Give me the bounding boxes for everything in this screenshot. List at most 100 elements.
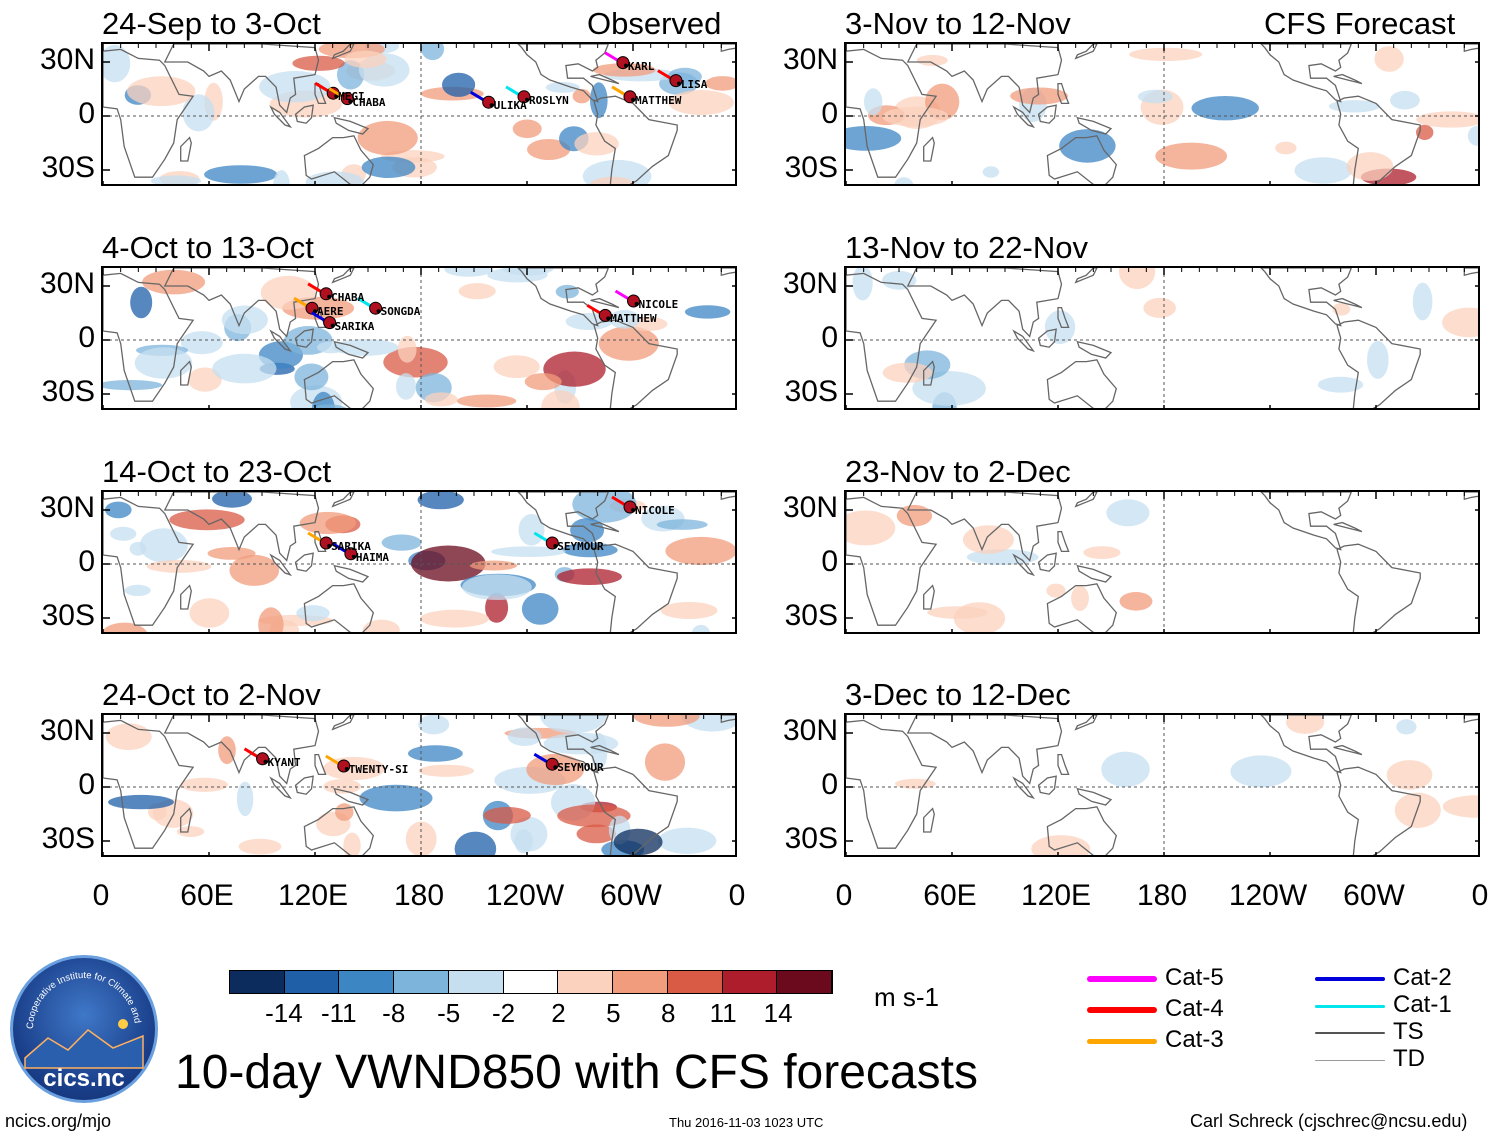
coastline bbox=[1333, 744, 1363, 756]
anomaly-contour bbox=[1129, 47, 1203, 61]
lat-label: 30S bbox=[784, 375, 838, 408]
panel-title: 13-Nov to 22-Nov bbox=[845, 230, 1088, 265]
coastline bbox=[1463, 492, 1478, 501]
storm-label: SEYMOUR bbox=[557, 540, 604, 553]
colorbar bbox=[229, 970, 833, 994]
anomaly-contour bbox=[1230, 755, 1292, 788]
coastline bbox=[294, 775, 314, 795]
colorbar-swatch bbox=[339, 971, 395, 993]
coastline bbox=[593, 319, 678, 408]
coastline bbox=[1012, 553, 1036, 577]
coastline bbox=[303, 583, 375, 632]
coastline bbox=[1260, 492, 1353, 551]
anomaly-contour bbox=[292, 55, 345, 71]
colorbar-tick-label: 14 bbox=[763, 998, 793, 1028]
anomaly-contour bbox=[512, 119, 542, 139]
anomaly-contour bbox=[420, 609, 489, 628]
anomaly-contour bbox=[1143, 297, 1176, 318]
coastline bbox=[923, 807, 935, 833]
anomaly-contour bbox=[105, 501, 132, 519]
anomaly-contour bbox=[176, 826, 205, 837]
anomaly-contour bbox=[344, 50, 387, 68]
anomaly-contour bbox=[1191, 96, 1259, 121]
wind-anomaly-map bbox=[846, 715, 1478, 855]
coastline bbox=[517, 715, 610, 774]
coastline bbox=[846, 496, 938, 626]
anomaly-contour bbox=[1101, 751, 1150, 787]
legend-label: TD bbox=[1393, 1045, 1425, 1072]
lon-label: 60E bbox=[180, 879, 234, 912]
coastline bbox=[333, 787, 370, 806]
anomaly-contour bbox=[103, 44, 131, 83]
anomaly-contour bbox=[139, 528, 188, 563]
coastline bbox=[1012, 329, 1036, 353]
coastline bbox=[1046, 806, 1118, 855]
coastline bbox=[1260, 44, 1353, 103]
colorbar-swatch bbox=[503, 971, 559, 993]
storm-dot bbox=[631, 97, 635, 102]
anomaly-contour bbox=[130, 286, 153, 319]
coastline bbox=[303, 806, 375, 855]
lat-label: 0 bbox=[821, 545, 838, 578]
coastline bbox=[846, 719, 938, 849]
lat-label: 30S bbox=[784, 822, 838, 855]
anomaly-contour bbox=[1386, 760, 1433, 790]
lat-label: 30N bbox=[782, 714, 838, 747]
storm-dot bbox=[525, 97, 529, 102]
legend-swatch bbox=[1087, 1038, 1157, 1044]
anomaly-contour bbox=[1346, 152, 1394, 181]
lat-label: 30S bbox=[784, 599, 838, 632]
anomaly-contour bbox=[105, 723, 152, 750]
lat-label: 30N bbox=[39, 491, 95, 524]
coastline bbox=[1012, 105, 1036, 129]
logo-ring-text: Cooperative Institute for Climate and Sa… bbox=[13, 958, 143, 1029]
lat-label: 0 bbox=[78, 768, 95, 801]
lon-label: 120W bbox=[1228, 879, 1308, 912]
anomaly-contour bbox=[212, 492, 252, 508]
anomaly-contour bbox=[299, 511, 356, 535]
coastline bbox=[269, 329, 293, 353]
coastline bbox=[1463, 715, 1478, 724]
storm-dot bbox=[553, 765, 558, 770]
legend-swatch bbox=[1315, 1032, 1385, 1034]
coastline bbox=[103, 48, 195, 178]
coastline bbox=[331, 715, 355, 731]
coastline bbox=[1336, 543, 1421, 632]
anomaly-contour bbox=[1374, 46, 1404, 72]
coastline bbox=[590, 73, 620, 85]
lat-label: 30S bbox=[41, 375, 95, 408]
coastline bbox=[180, 136, 192, 162]
storm-dot bbox=[553, 544, 558, 548]
coastline bbox=[269, 105, 293, 129]
storm-dot bbox=[634, 302, 639, 306]
coastline bbox=[906, 715, 1063, 785]
legend-swatch bbox=[1087, 1007, 1157, 1013]
anomaly-contour bbox=[182, 94, 215, 132]
colorbar-tick-label: 11 bbox=[709, 998, 737, 1028]
svg-text:Cooperative Institute for Clim: Cooperative Institute for Climate and Sa… bbox=[13, 958, 143, 1029]
anomaly-contour bbox=[1137, 89, 1173, 104]
anomaly-contour bbox=[294, 363, 329, 391]
coastline bbox=[1057, 82, 1070, 105]
footer-timestamp: Thu 2016-11-03 1023 UTC bbox=[669, 1115, 824, 1130]
anomaly-contour bbox=[1286, 715, 1325, 734]
coastline bbox=[163, 715, 320, 785]
panel-title: 3-Nov to 12-Nov bbox=[845, 6, 1071, 41]
lon-label: 180 bbox=[393, 879, 445, 912]
wind-anomaly-map bbox=[846, 492, 1478, 632]
storm-dot bbox=[263, 759, 268, 764]
lon-label: 120E bbox=[1020, 879, 1092, 912]
anomaly-contour bbox=[545, 82, 580, 93]
coastline bbox=[1046, 135, 1118, 184]
lat-label: 0 bbox=[78, 545, 95, 578]
observed-map-panel: NICOLE SARIKA HAIMA SEYMOUR bbox=[101, 490, 737, 634]
panel-title: 24-Oct to 2-Nov bbox=[102, 677, 321, 712]
colorbar-swatch bbox=[777, 971, 833, 993]
coastline bbox=[923, 136, 935, 162]
anomaly-contour bbox=[912, 371, 986, 406]
coastline bbox=[720, 492, 735, 501]
legend-swatch bbox=[1315, 977, 1385, 981]
anomaly-contour bbox=[258, 607, 284, 632]
anomaly-contour bbox=[572, 492, 637, 523]
storm-label: SEYMOUR bbox=[557, 761, 604, 775]
